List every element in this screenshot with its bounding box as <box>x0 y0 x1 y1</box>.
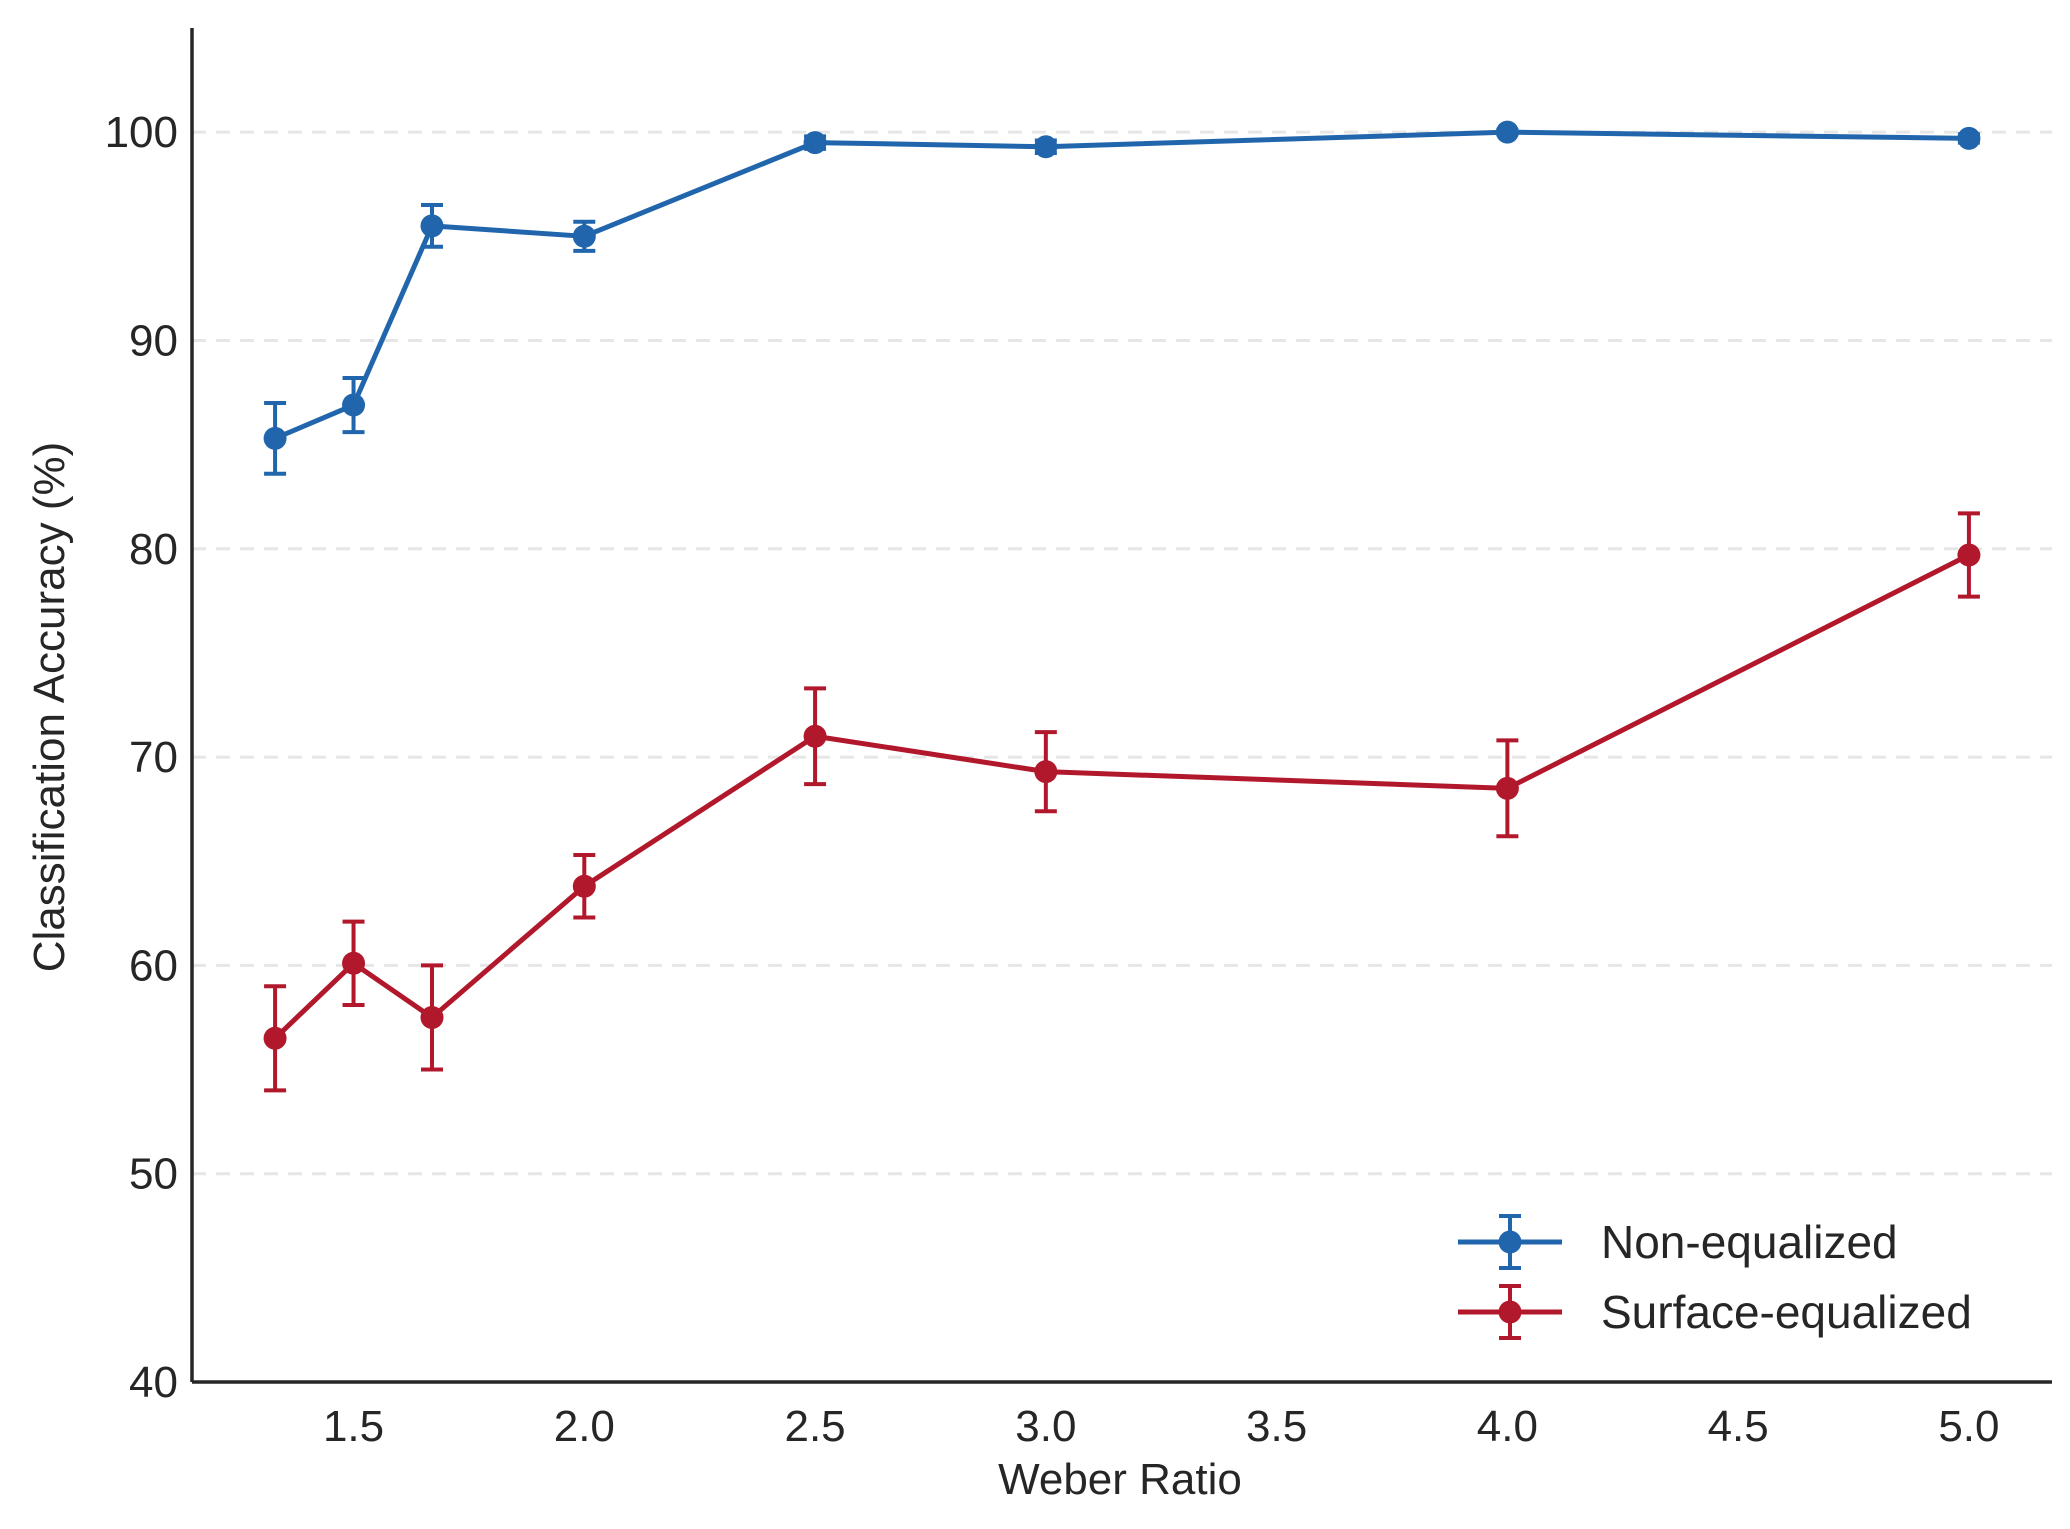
data-point <box>420 214 444 238</box>
data-point <box>263 1026 287 1050</box>
data-point <box>1034 760 1058 784</box>
y-tick-label: 70 <box>129 733 178 782</box>
x-tick-label: 1.5 <box>323 1402 384 1451</box>
x-tick-label: 5.0 <box>1938 1402 1999 1451</box>
y-tick-label: 80 <box>129 525 178 574</box>
x-axis-label: Weber Ratio <box>998 1455 1242 1504</box>
data-point <box>1495 120 1519 144</box>
legend-marker <box>1498 1300 1522 1324</box>
axes <box>190 28 2052 1384</box>
data-point <box>263 426 287 450</box>
y-tick-label: 90 <box>129 316 178 365</box>
data-point <box>572 224 596 248</box>
data-point <box>1957 126 1981 150</box>
x-tick-label: 4.5 <box>1708 1402 1769 1451</box>
data-point <box>1034 135 1058 159</box>
legend-label: Non-equalized <box>1601 1216 1898 1268</box>
legend-entry-0: Non-equalized <box>1458 1214 1898 1270</box>
y-tick-label: 40 <box>129 1358 178 1407</box>
data-point <box>1957 543 1981 567</box>
data-point <box>572 874 596 898</box>
data-point <box>342 393 366 417</box>
data-point <box>342 951 366 975</box>
x-tick-label: 2.5 <box>784 1402 845 1451</box>
tick-labels: 40 50 60 70 80 90 100 1.5 2.0 2.5 3.0 3.5 4.0 4.5 5.0 <box>105 108 2000 1451</box>
legend-entry-1: Surface-equalized <box>1458 1284 1972 1340</box>
y-axis-label: Classification Accuracy (%) <box>25 442 74 973</box>
y-tick-label: 50 <box>129 1150 178 1199</box>
y-tick-label: 60 <box>129 941 178 990</box>
series-0 <box>263 120 1981 476</box>
series-line <box>273 552 1971 1041</box>
gridlines <box>192 130 2052 1176</box>
legend-label: Surface-equalized <box>1601 1286 1972 1338</box>
y-tick-label: 100 <box>105 108 178 157</box>
data-point <box>803 131 827 155</box>
plot-area <box>263 120 1981 1093</box>
x-tick-label: 3.0 <box>1015 1402 1076 1451</box>
x-tick-label: 3.5 <box>1246 1402 1307 1451</box>
x-tick-label: 2.0 <box>554 1402 615 1451</box>
series-1 <box>263 511 1981 1093</box>
x-tick-label: 4.0 <box>1477 1402 1538 1451</box>
legend: Non-equalized Surface-equalized <box>1458 1214 1972 1340</box>
data-point <box>420 1005 444 1029</box>
data-point <box>803 724 827 748</box>
legend-marker <box>1498 1230 1522 1254</box>
data-point <box>1495 776 1519 800</box>
series-line <box>274 129 1969 441</box>
